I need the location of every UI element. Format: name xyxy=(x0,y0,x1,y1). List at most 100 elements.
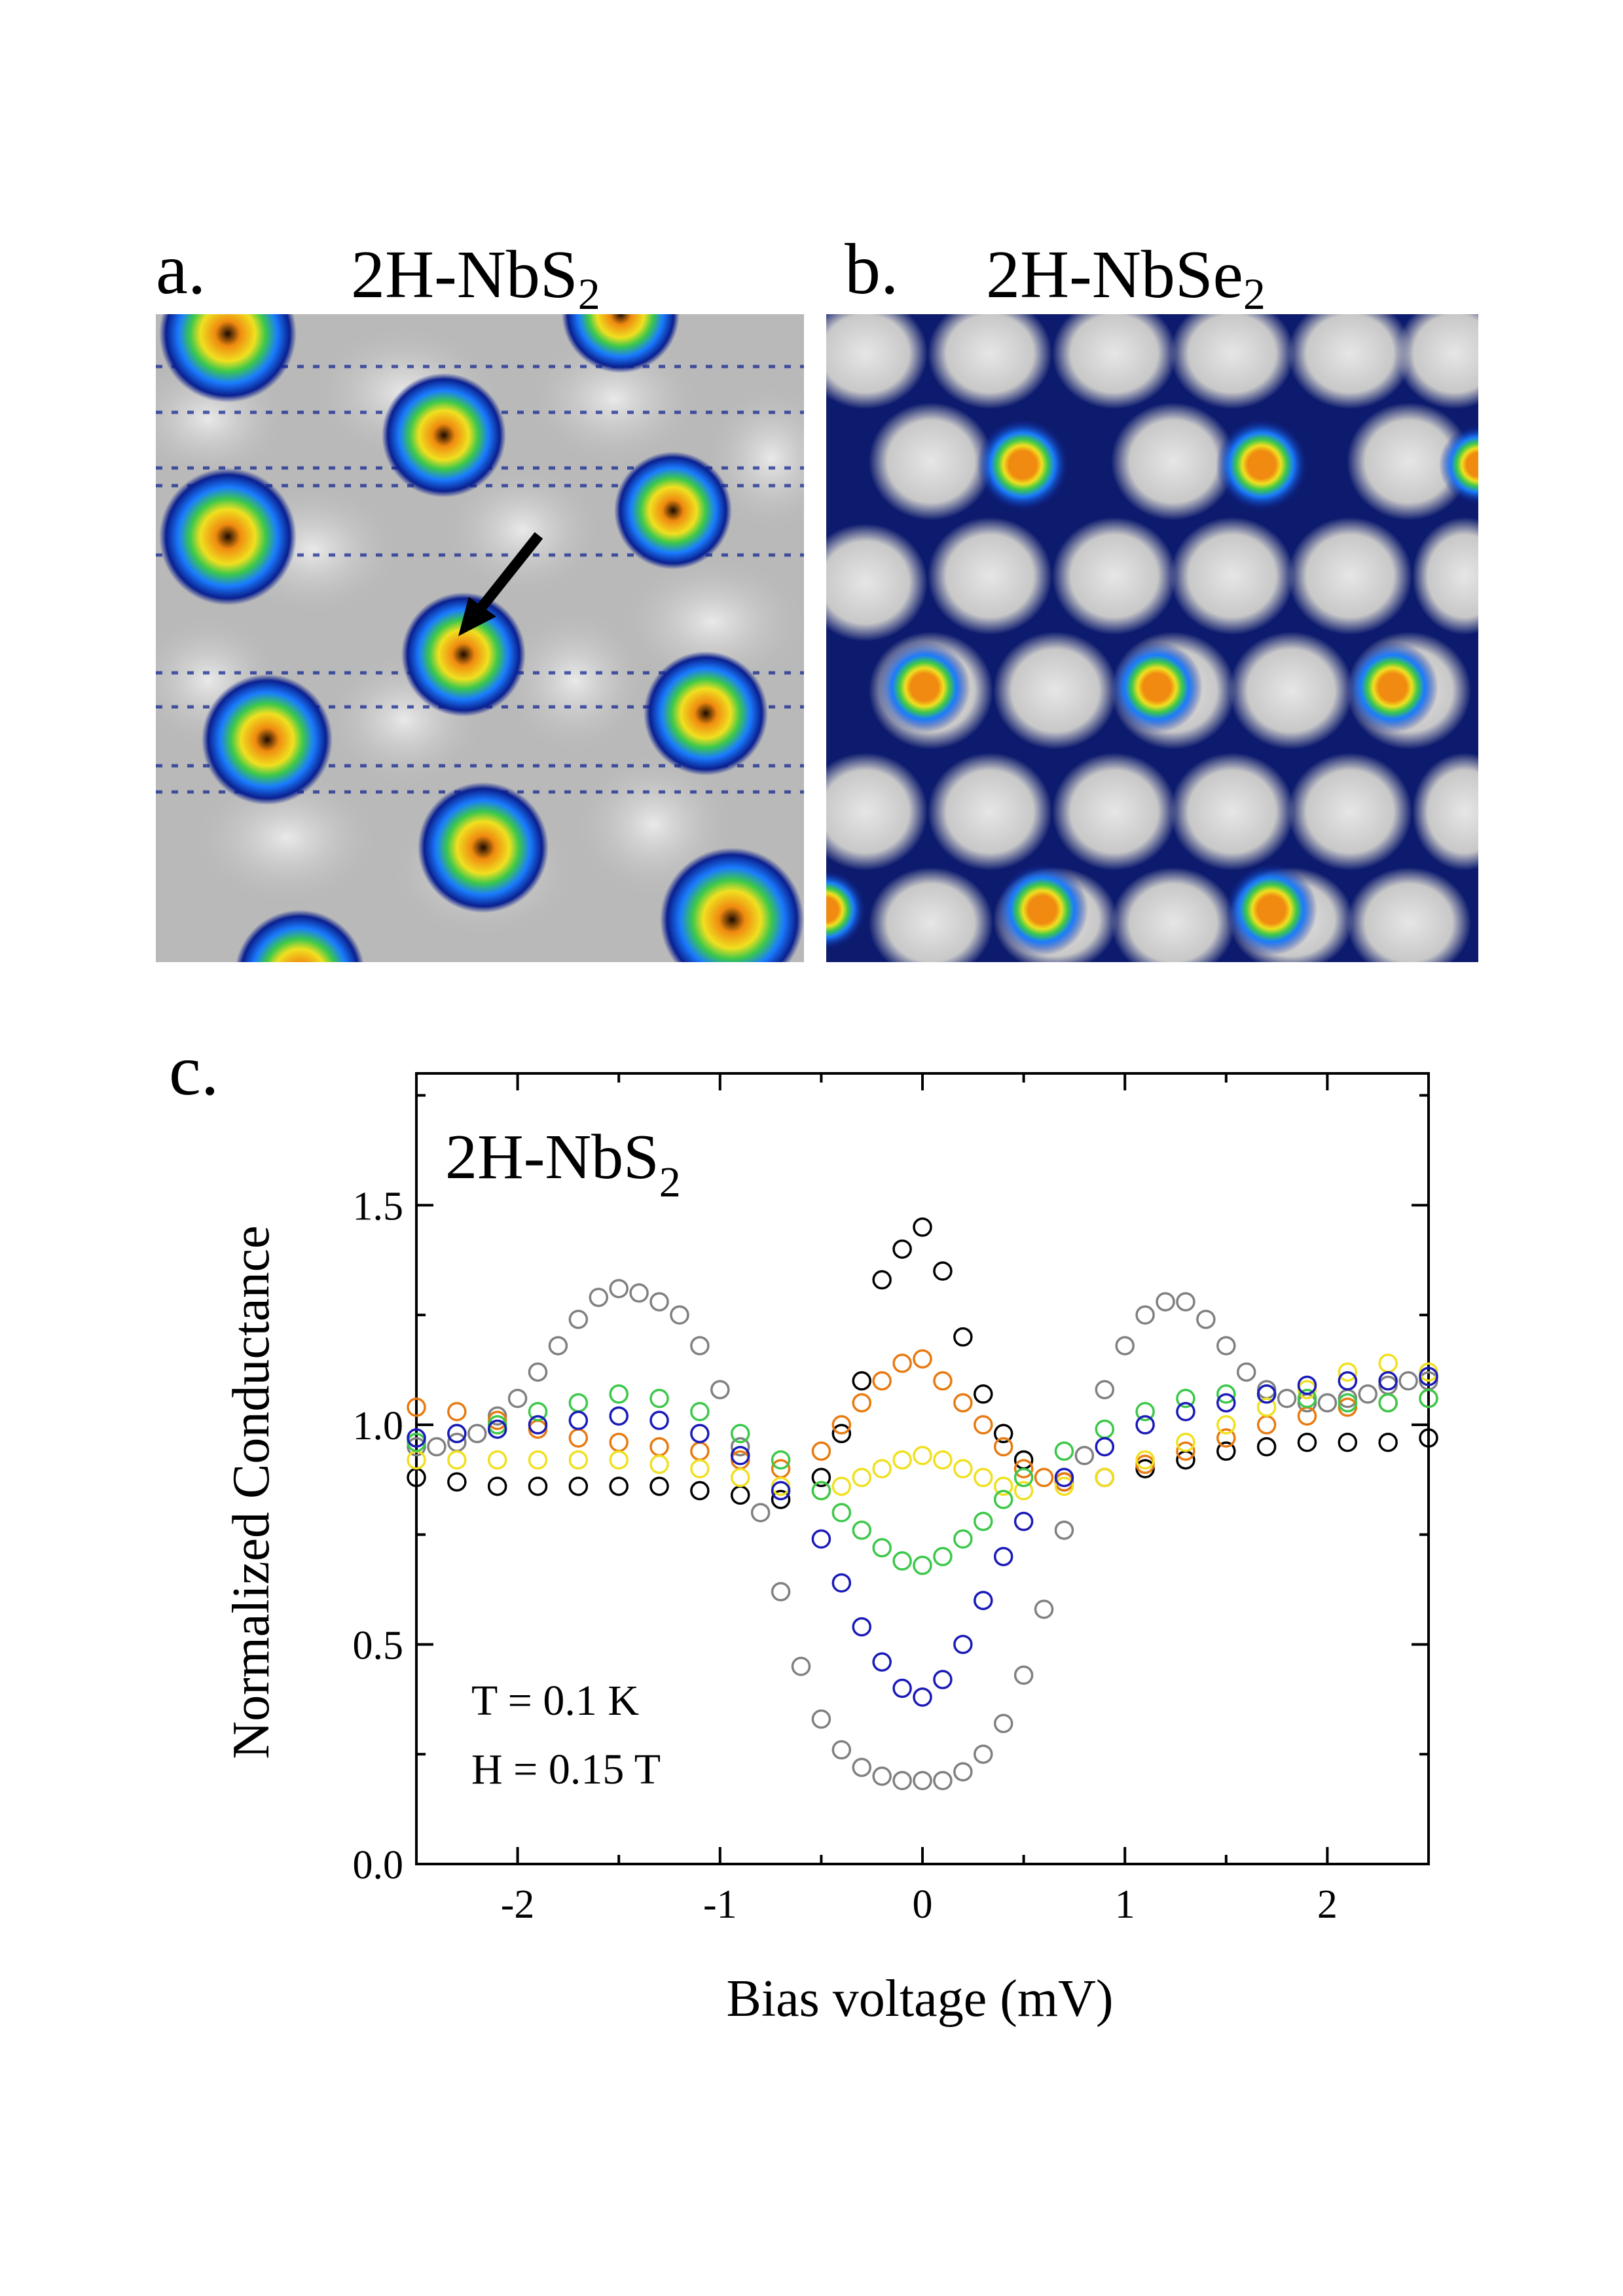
data-point xyxy=(1378,1393,1398,1413)
panel-b-letter: b. xyxy=(845,229,899,309)
data-point xyxy=(1095,1437,1115,1457)
data-point xyxy=(831,1424,852,1444)
data-point xyxy=(892,1770,912,1791)
data-point xyxy=(670,1305,689,1325)
series-0 xyxy=(407,1279,1438,1791)
data-point xyxy=(609,1477,629,1496)
data-point xyxy=(1013,1511,1034,1532)
data-point xyxy=(852,1617,871,1637)
vortex-map-nbse2 xyxy=(826,314,1478,962)
data-point xyxy=(1176,1292,1195,1312)
data-point xyxy=(609,1432,629,1452)
data-point xyxy=(811,1467,831,1488)
data-point xyxy=(609,1406,629,1426)
data-point xyxy=(1216,1336,1236,1355)
data-point xyxy=(953,1634,973,1655)
data-point xyxy=(953,1762,973,1782)
data-point xyxy=(872,1767,892,1786)
data-point xyxy=(771,1450,791,1470)
data-point xyxy=(649,1454,669,1475)
data-point xyxy=(913,1687,932,1707)
data-point xyxy=(487,1450,507,1470)
data-point xyxy=(1013,1467,1034,1488)
x-axis-label: Bias voltage (mV) xyxy=(727,1970,1114,2028)
data-point xyxy=(811,1709,831,1729)
data-point xyxy=(913,1446,932,1465)
data-point xyxy=(993,1490,1013,1509)
data-point xyxy=(730,1424,750,1444)
data-point xyxy=(750,1503,771,1522)
data-point xyxy=(872,1459,892,1479)
data-point xyxy=(528,1362,548,1382)
data-point xyxy=(690,1402,710,1422)
data-point xyxy=(892,1678,912,1698)
data-point xyxy=(1378,1354,1398,1373)
data-point xyxy=(974,1590,993,1611)
series-1 xyxy=(407,1217,1438,1509)
data-point xyxy=(1358,1384,1377,1404)
data-point xyxy=(831,1573,852,1593)
data-point xyxy=(1176,1441,1195,1461)
data-point xyxy=(730,1437,750,1457)
data-point xyxy=(407,1428,426,1448)
data-point xyxy=(1135,1305,1155,1325)
data-point xyxy=(1135,1415,1155,1435)
data-point xyxy=(974,1467,993,1488)
data-point xyxy=(1013,1480,1034,1501)
data-point xyxy=(993,1477,1013,1496)
data-point xyxy=(1095,1419,1115,1439)
data-point xyxy=(609,1450,629,1470)
series-2 xyxy=(407,1349,1438,1492)
data-point xyxy=(609,1279,629,1299)
panel-c-letter: c. xyxy=(169,1030,219,1110)
panel-b-title-sub: 2 xyxy=(1243,269,1266,319)
data-point xyxy=(933,1371,953,1391)
data-point xyxy=(993,1547,1013,1566)
annotation-field: H = 0.15 T xyxy=(471,1746,661,1793)
data-point xyxy=(852,1467,871,1488)
series-3 xyxy=(407,1354,1438,1501)
vortex-map-nbs2-image xyxy=(156,314,804,962)
data-point xyxy=(913,1217,932,1237)
data-point xyxy=(467,1424,487,1444)
data-point xyxy=(892,1354,912,1373)
data-point xyxy=(568,1450,589,1470)
data-point xyxy=(1176,1388,1195,1408)
data-point xyxy=(1419,1367,1438,1386)
data-point xyxy=(1216,1415,1236,1435)
data-point xyxy=(831,1477,852,1496)
data-point xyxy=(1398,1371,1418,1391)
data-point xyxy=(1013,1459,1034,1479)
data-points xyxy=(407,1217,1438,1791)
data-point xyxy=(933,1547,953,1566)
axis-ticks: -2 -1 0 1 2 0.0 0.5 1.0 1.5 xyxy=(353,1073,1430,1927)
arrow-icon xyxy=(458,532,543,636)
y-tick-label: 0.5 xyxy=(353,1623,404,1668)
data-point xyxy=(1135,1402,1155,1422)
data-point xyxy=(1135,1450,1155,1470)
data-point xyxy=(1054,1477,1074,1496)
data-point xyxy=(690,1459,710,1479)
data-point xyxy=(1095,1380,1115,1399)
data-point xyxy=(1216,1441,1236,1461)
data-point xyxy=(730,1467,750,1488)
vortex-map-nbse2-image xyxy=(826,314,1478,962)
data-point xyxy=(407,1397,426,1417)
data-point xyxy=(1196,1310,1216,1329)
data-point xyxy=(1297,1406,1317,1426)
data-point xyxy=(953,1459,973,1479)
data-point xyxy=(528,1402,548,1422)
data-point xyxy=(447,1472,467,1492)
data-point xyxy=(933,1450,953,1470)
data-point xyxy=(953,1327,973,1347)
data-point xyxy=(933,1261,953,1281)
data-point xyxy=(649,1388,669,1408)
x-tick-label: 1 xyxy=(1115,1882,1135,1927)
data-point xyxy=(568,1310,589,1329)
data-point xyxy=(1256,1415,1277,1435)
x-tick-label: 0 xyxy=(913,1882,933,1927)
data-point xyxy=(953,1529,973,1549)
data-point xyxy=(1378,1432,1398,1452)
data-point xyxy=(993,1713,1013,1733)
annotation-temperature: T = 0.1 K xyxy=(471,1677,639,1725)
